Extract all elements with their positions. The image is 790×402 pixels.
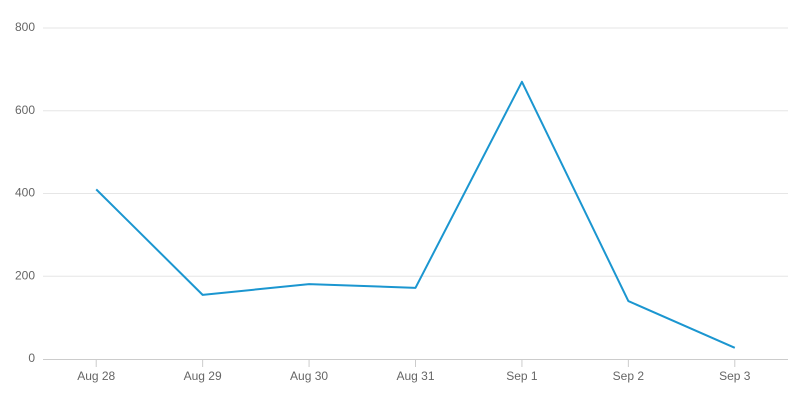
y-tick-label: 0 [28, 351, 35, 365]
y-tick-label: 600 [15, 103, 35, 117]
x-tick-label: Sep 2 [613, 369, 645, 383]
y-tick-label: 400 [15, 186, 35, 200]
x-tick-label: Aug 30 [290, 369, 328, 383]
data-line [95, 80, 736, 349]
y-tick-label: 800 [15, 20, 35, 34]
x-tick-label: Aug 29 [184, 369, 222, 383]
x-tick-label: Aug 28 [77, 369, 115, 383]
x-tick-label: Sep 1 [506, 369, 538, 383]
x-tick-label: Sep 3 [719, 369, 751, 383]
y-tick-label: 200 [15, 268, 35, 282]
x-tick-label: Aug 31 [396, 369, 434, 383]
